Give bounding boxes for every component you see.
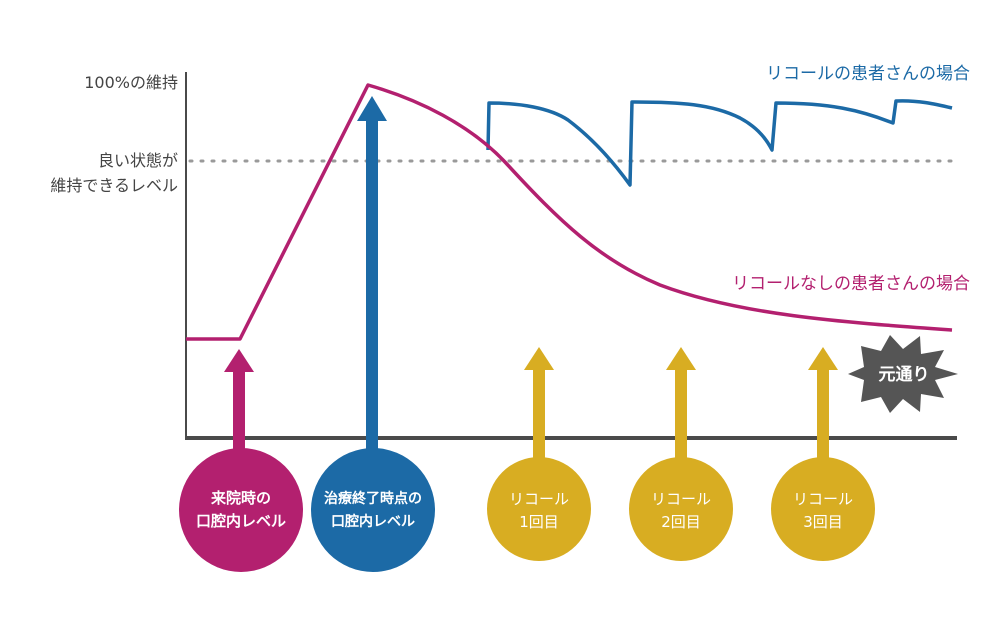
circle-recall-3: リコール 3回目 xyxy=(771,457,875,561)
recall-curve xyxy=(486,99,953,187)
circle-recall-2-line1: リコール xyxy=(651,490,711,508)
circle-treatment-end: 治療終了時点の 口腔内レベル xyxy=(311,448,435,572)
arrow-recall-2 xyxy=(666,347,696,464)
circle-recall-3-line2: 3回目 xyxy=(803,513,843,531)
circle-recall-2-line2: 2回目 xyxy=(661,513,701,531)
circle-recall-1: リコール 1回目 xyxy=(487,457,591,561)
circle-recall-3-line1: リコール xyxy=(793,490,853,508)
circle-treatment-end-line1: 治療終了時点の xyxy=(324,490,422,507)
circle-recall-1-line1: リコール xyxy=(509,490,569,508)
y-label-good-line2: 維持できるレベル xyxy=(50,176,178,195)
no-recall-curve xyxy=(186,83,953,341)
arrow-treatment-end xyxy=(357,96,387,463)
badge-text: 元通り xyxy=(879,365,930,385)
circle-initial-line1: 来院時の xyxy=(210,489,271,507)
circle-initial: 来院時の 口腔内レベル xyxy=(179,448,303,572)
circle-treatment-end-line2: 口腔内レベル xyxy=(331,513,415,530)
arrow-initial xyxy=(224,349,254,465)
arrow-recall-3 xyxy=(808,347,838,464)
restored-badge: 元通り xyxy=(848,335,958,413)
y-label-100: 100%の維持 xyxy=(84,73,178,92)
circle-recall-1-line2: 1回目 xyxy=(519,513,559,531)
no-recall-series-label: リコールなしの患者さんの場合 xyxy=(732,274,970,294)
burst-shape xyxy=(848,335,958,413)
circle-recall-2: リコール 2回目 xyxy=(629,457,733,561)
y-label-good-line1: 良い状態が xyxy=(98,151,178,170)
arrow-recall-1 xyxy=(524,347,554,464)
circle-initial-line2: 口腔内レベル xyxy=(196,512,286,530)
recall-series-label: リコールの患者さんの場合 xyxy=(766,64,970,84)
